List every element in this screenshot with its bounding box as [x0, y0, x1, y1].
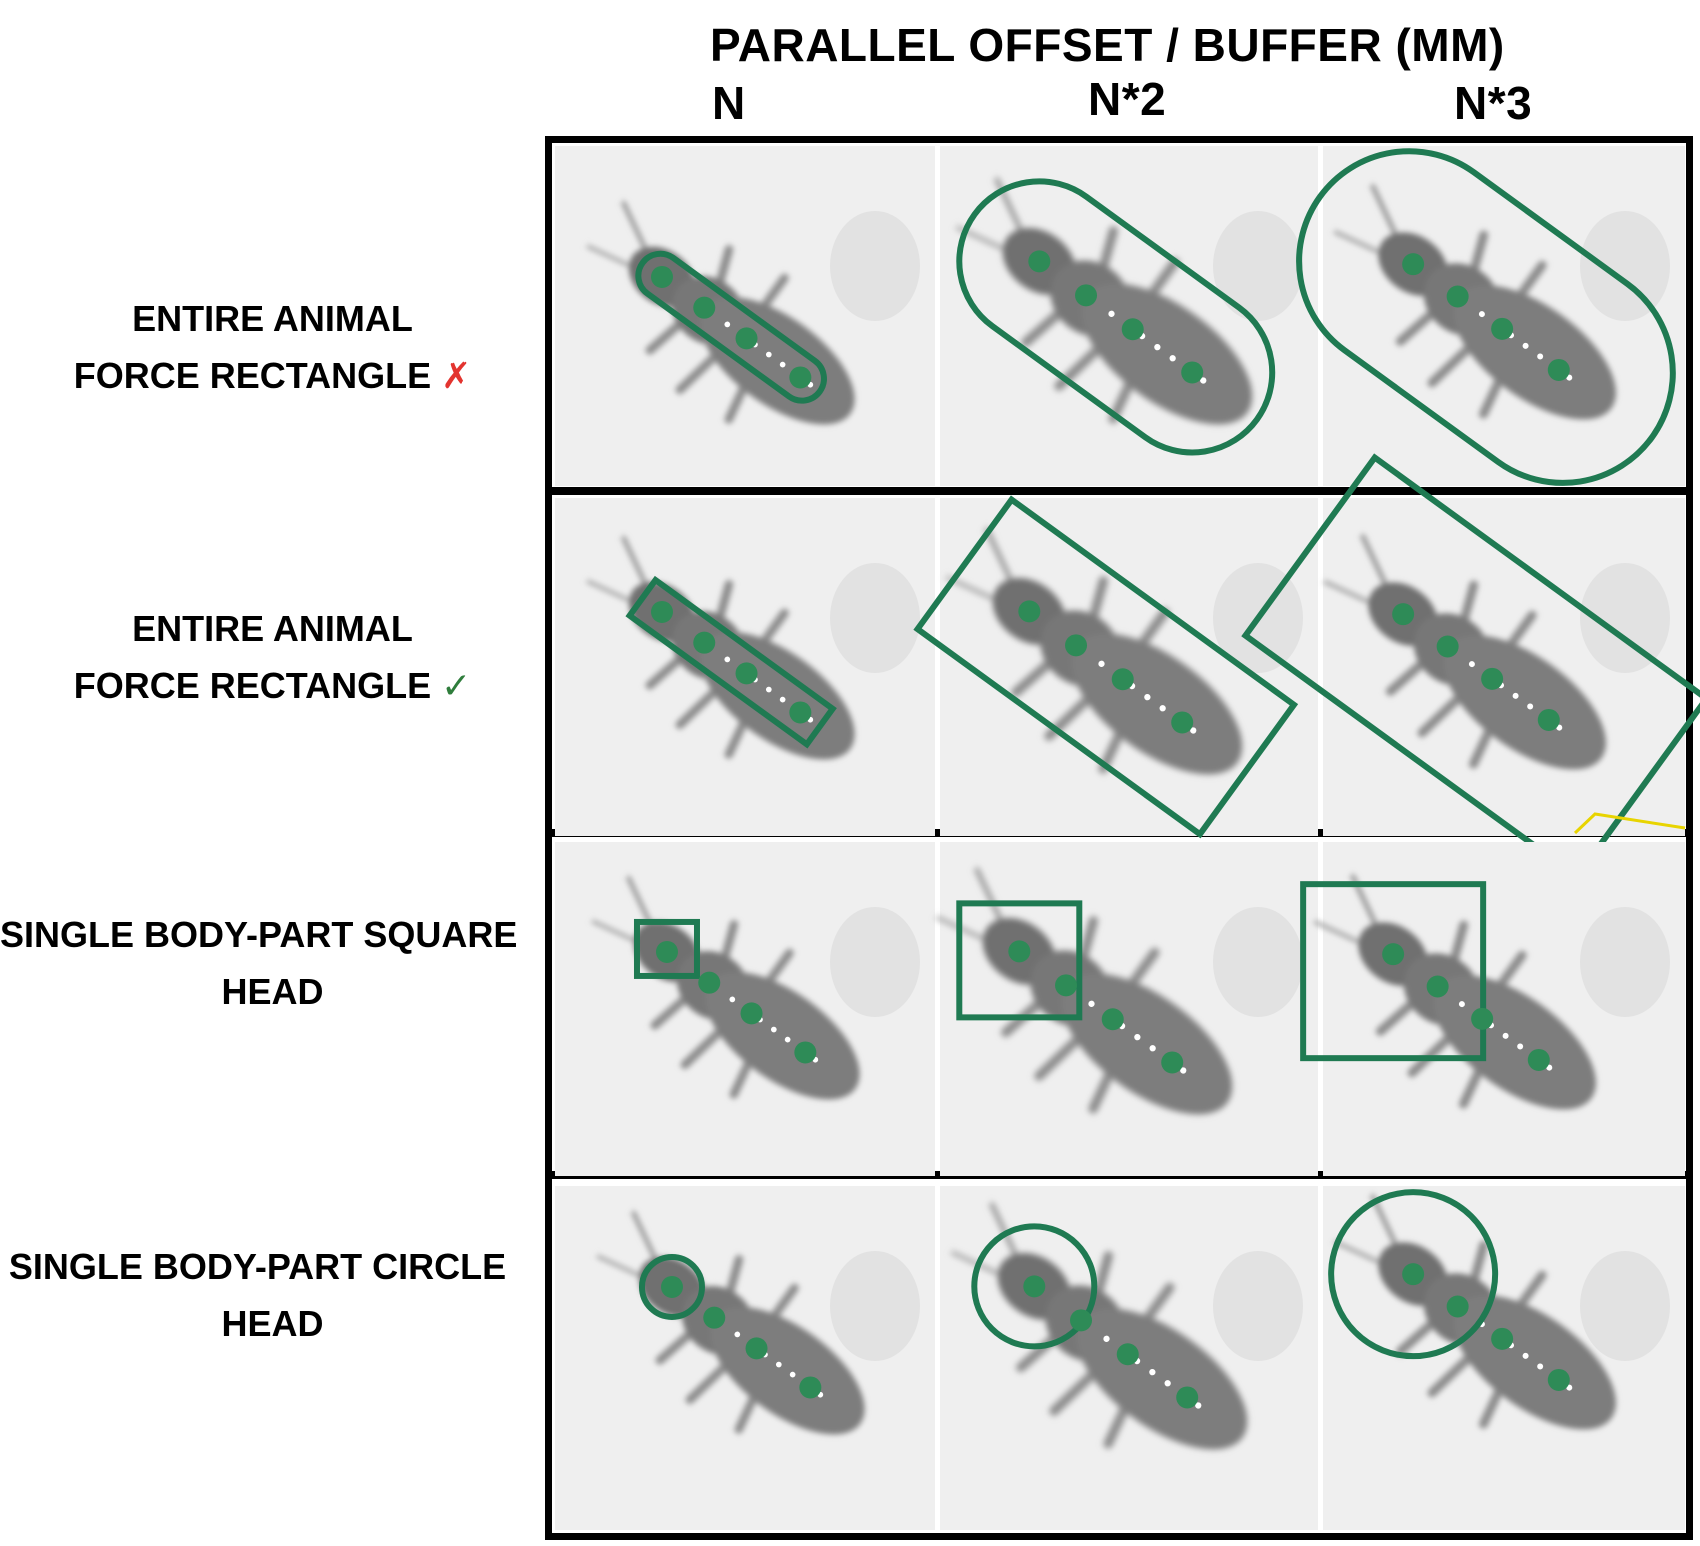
panel-row-3	[545, 830, 1693, 1178]
row-label-4: SINGLE BODY-PART CIRCLE HEAD	[0, 1238, 515, 1352]
column-header-n: N	[712, 77, 746, 129]
column-header-n2: N*2	[1088, 73, 1167, 125]
row-label-1-line2: FORCE RECTANGLE ✗	[73, 355, 472, 396]
column-header-n3: N*3	[1454, 77, 1533, 129]
check-icon: ✓	[441, 665, 472, 706]
row-label-3-line1: SINGLE BODY-PART SQUARE	[0, 914, 518, 955]
row-label-3: SINGLE BODY-PART SQUARE HEAD	[0, 906, 518, 1020]
row-label-2-line2: FORCE RECTANGLE ✓	[73, 665, 472, 706]
row-label-2: ENTIRE ANIMAL FORCE RECTANGLE ✓	[0, 600, 545, 714]
panel-row-4	[545, 1172, 1693, 1540]
row-label-4-line1: SINGLE BODY-PART CIRCLE	[8, 1246, 507, 1287]
panel-row-1	[545, 136, 1693, 494]
row-label-2-line1: ENTIRE ANIMAL	[132, 608, 413, 649]
row-label-4-line2: HEAD	[221, 1303, 324, 1344]
row-label-1-line1: ENTIRE ANIMAL	[132, 298, 413, 339]
row-label-3-line2: HEAD	[221, 971, 324, 1012]
row-label-1: ENTIRE ANIMAL FORCE RECTANGLE ✗	[0, 290, 545, 404]
panel-row-2	[545, 488, 1693, 836]
cross-icon: ✗	[441, 355, 472, 396]
roi-grid	[545, 136, 1693, 1540]
figure-title: PARALLEL OFFSET / BUFFER (MM)	[710, 19, 1505, 71]
